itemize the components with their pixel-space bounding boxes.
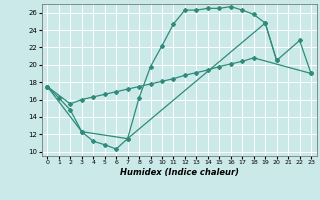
X-axis label: Humidex (Indice chaleur): Humidex (Indice chaleur) — [120, 168, 239, 177]
